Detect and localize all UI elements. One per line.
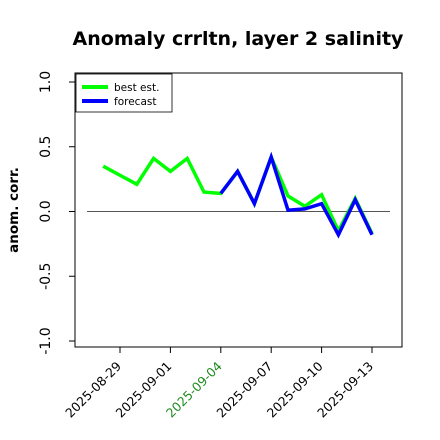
legend-label-best-est: best est. (114, 82, 159, 94)
y-tick-label: 1.0 (38, 71, 54, 93)
y-axis: -1.0 -0.5 0.0 0.5 1.0 (38, 71, 75, 355)
legend-label-forecast: forecast (114, 96, 156, 108)
series-layer (102, 151, 374, 239)
plot-area (74, 72, 403, 348)
legend: best est. forecast (75, 73, 173, 113)
y-tick-label: -0.5 (38, 263, 54, 290)
x-axis: 2025-08-292025-09-012025-09-042025-09-07… (62, 347, 376, 420)
chart-title: Anomaly crrltn, layer 2 salinity (73, 28, 404, 50)
series-line-forecast (219, 151, 374, 239)
legend-box (75, 73, 173, 113)
y-tick-label: 0.0 (38, 200, 54, 222)
y-axis-label: anom. corr. (6, 167, 22, 253)
y-tick-label: -1.0 (38, 327, 54, 354)
y-tick-label: 0.5 (38, 136, 54, 158)
